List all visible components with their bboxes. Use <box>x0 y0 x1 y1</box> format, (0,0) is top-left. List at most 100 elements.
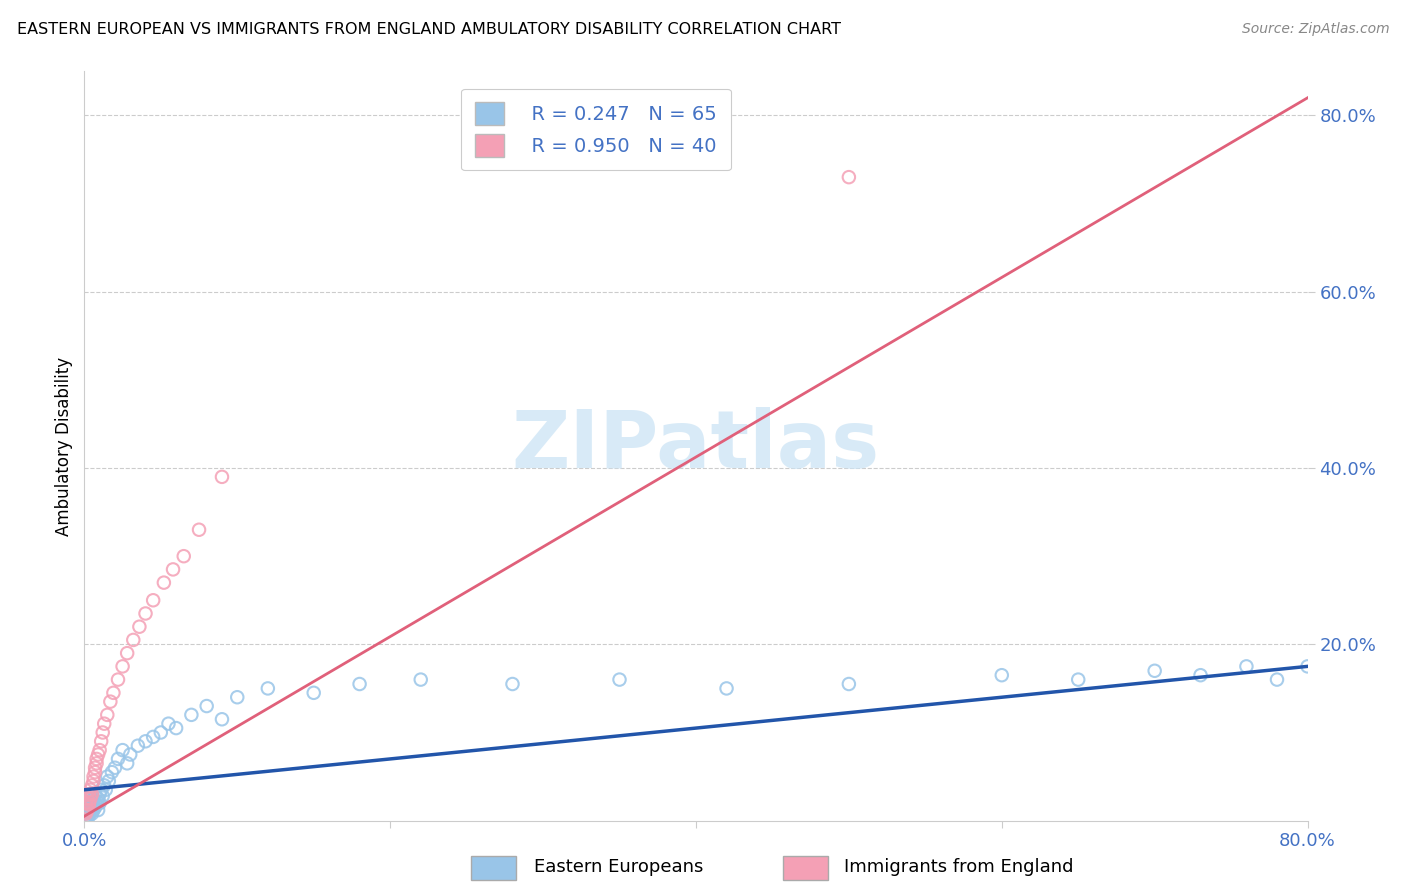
Point <box>86 752 108 766</box>
Point <box>211 712 233 726</box>
Point <box>349 677 371 691</box>
Point <box>75 800 97 814</box>
Point <box>76 791 98 805</box>
Y-axis label: Ambulatory Disability: Ambulatory Disability <box>55 357 73 535</box>
Point <box>77 791 100 805</box>
Point <box>1067 673 1090 687</box>
Point <box>75 806 97 821</box>
Point <box>80 800 103 814</box>
Point <box>173 549 195 564</box>
Point <box>103 686 125 700</box>
Point <box>90 734 112 748</box>
Point <box>409 673 432 687</box>
Point <box>80 806 103 821</box>
Point <box>76 796 98 810</box>
Point <box>76 803 98 817</box>
Point <box>122 632 145 647</box>
Point <box>111 743 134 757</box>
Text: Eastern Europeans: Eastern Europeans <box>534 858 703 876</box>
Point <box>98 695 121 709</box>
Point <box>76 809 98 823</box>
Point <box>149 725 172 739</box>
Point <box>80 787 103 801</box>
Point <box>86 794 108 808</box>
Point <box>87 803 110 817</box>
Point <box>1265 673 1288 687</box>
Point <box>77 797 100 812</box>
Point <box>77 805 100 819</box>
Point <box>93 778 115 792</box>
Point <box>302 686 325 700</box>
Point <box>91 789 114 803</box>
Point <box>120 747 142 762</box>
Point <box>96 770 118 784</box>
Point <box>115 756 138 771</box>
Point <box>111 659 134 673</box>
Point <box>79 791 101 805</box>
Point <box>1189 668 1212 682</box>
Point <box>83 791 105 805</box>
Point <box>165 721 187 735</box>
Point <box>75 805 97 819</box>
Point <box>84 800 107 814</box>
Point <box>195 699 218 714</box>
Point <box>157 716 180 731</box>
Text: EASTERN EUROPEAN VS IMMIGRANTS FROM ENGLAND AMBULATORY DISABILITY CORRELATION CH: EASTERN EUROPEAN VS IMMIGRANTS FROM ENGL… <box>17 22 841 37</box>
Point <box>1236 659 1258 673</box>
Point <box>838 170 860 185</box>
Point <box>107 752 129 766</box>
Legend:   R = 0.247   N = 65,   R = 0.950   N = 40: R = 0.247 N = 65, R = 0.950 N = 40 <box>461 88 731 170</box>
Point <box>84 787 107 801</box>
Point <box>991 668 1014 682</box>
Point <box>84 765 107 780</box>
Point <box>1143 664 1166 678</box>
Point <box>211 470 233 484</box>
Point <box>89 743 111 757</box>
Point <box>79 805 101 819</box>
Point <box>93 716 115 731</box>
Point <box>188 523 211 537</box>
Point <box>76 803 98 817</box>
Point <box>838 677 860 691</box>
Point <box>90 782 112 797</box>
Point <box>153 575 176 590</box>
Text: Source: ZipAtlas.com: Source: ZipAtlas.com <box>1241 22 1389 37</box>
Point <box>89 796 111 810</box>
Point <box>75 796 97 810</box>
Point <box>79 797 101 812</box>
Point <box>101 765 124 780</box>
Point <box>135 734 157 748</box>
Point <box>115 646 138 660</box>
Point <box>75 809 97 823</box>
Point <box>80 778 103 792</box>
Point <box>162 562 184 576</box>
Point <box>76 806 98 821</box>
Point <box>84 761 107 775</box>
Point <box>96 707 118 722</box>
Point <box>127 739 149 753</box>
Point <box>257 681 280 696</box>
Point <box>83 796 105 810</box>
Point <box>89 787 111 801</box>
Point <box>128 620 150 634</box>
Point <box>79 782 101 797</box>
Point <box>76 800 98 814</box>
Point <box>226 690 249 705</box>
Point <box>609 673 631 687</box>
Point <box>75 805 97 819</box>
Point <box>83 770 105 784</box>
Point <box>104 761 127 775</box>
Point <box>87 791 110 805</box>
Point <box>107 673 129 687</box>
Point <box>79 794 101 808</box>
Point <box>87 747 110 762</box>
Point <box>142 730 165 744</box>
Point <box>94 782 117 797</box>
Point <box>716 681 738 696</box>
Text: ZIPatlas: ZIPatlas <box>512 407 880 485</box>
Point <box>1296 659 1319 673</box>
Point <box>77 800 100 814</box>
Point <box>83 803 105 817</box>
Text: Immigrants from England: Immigrants from England <box>844 858 1073 876</box>
Point <box>83 774 105 789</box>
